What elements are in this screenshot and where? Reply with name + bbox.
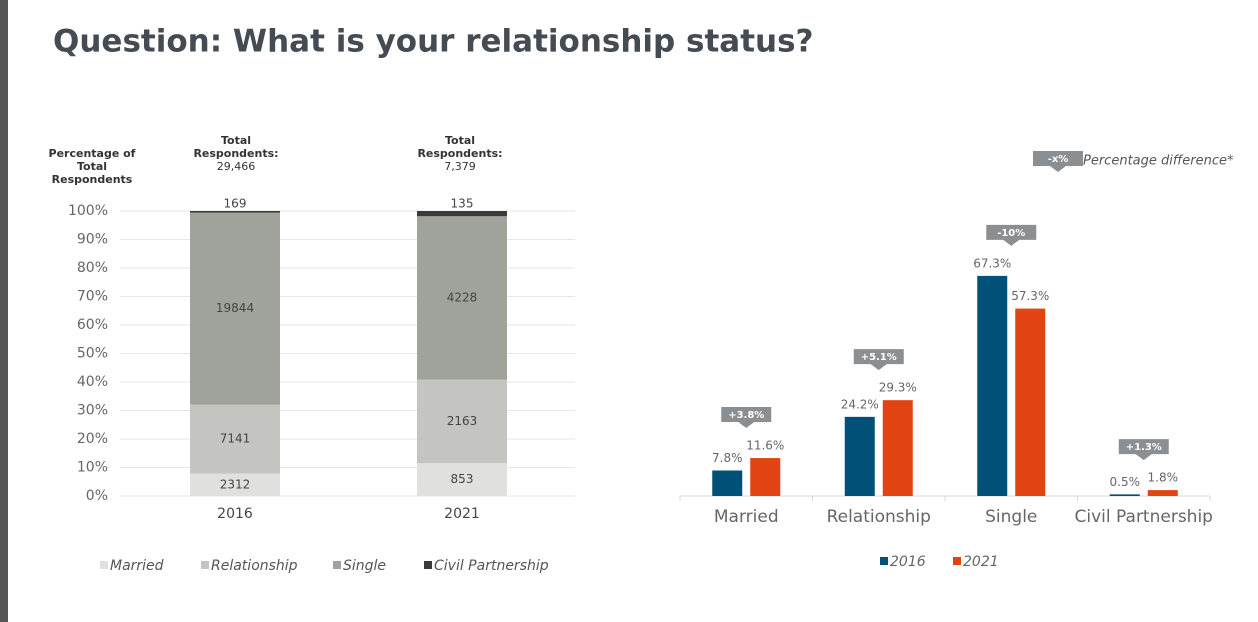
bar-segment	[190, 212, 280, 405]
total-value: 29,466	[216, 160, 256, 173]
bar	[712, 470, 743, 496]
y-tick-label: 0%	[86, 488, 108, 504]
edge-strip	[0, 0, 8, 622]
total-value: 7,379	[444, 160, 476, 173]
segment-label: 19844	[216, 301, 254, 315]
bar	[1109, 494, 1140, 496]
legend-label: 2021	[963, 554, 999, 570]
value-label: 57.3%	[1011, 289, 1049, 303]
bar	[750, 458, 781, 496]
difference-badge	[721, 407, 772, 429]
legend-swatch	[100, 561, 108, 569]
difference-label: +5.1%	[861, 352, 897, 363]
value-label: 24.2%	[841, 397, 879, 411]
legend-label: Married	[110, 558, 164, 574]
x-tick-label: 2021	[444, 506, 480, 522]
legend-swatch	[953, 557, 961, 565]
bar-segment	[417, 216, 507, 380]
legend-label: Relationship	[211, 558, 298, 574]
total-header: Total Respondents: 7,379	[410, 134, 510, 173]
y-tick-label: 80%	[77, 260, 108, 276]
segment-label: 853	[451, 472, 474, 486]
difference-badge	[853, 349, 904, 371]
x-tick-label: Relationship	[827, 507, 931, 527]
legend-label: Civil Partnership	[434, 558, 549, 574]
x-tick-label: Civil Partnership	[1075, 507, 1213, 527]
bar-segment	[417, 211, 507, 217]
x-tick-label: 2016	[217, 506, 253, 522]
bar	[1015, 308, 1046, 496]
bar-segment	[417, 379, 507, 464]
y-axis-label: Percentage of Total Respondents	[48, 147, 136, 186]
y-tick-label: 100%	[68, 203, 108, 219]
bar-segment	[190, 404, 280, 474]
difference-badge	[1033, 151, 1083, 172]
difference-label: -10%	[997, 228, 1025, 239]
bar-segment	[190, 473, 280, 496]
bar-segment	[417, 463, 507, 496]
bar	[882, 400, 913, 496]
y-tick-label: 30%	[77, 403, 108, 419]
x-tick-label: Single	[985, 507, 1037, 527]
bar-segment	[190, 211, 280, 213]
value-label: 67.3%	[973, 256, 1011, 270]
y-tick-label: 90%	[77, 232, 108, 248]
difference-label: +1.3%	[1126, 442, 1162, 453]
bar	[1147, 490, 1178, 496]
y-tick-label: 40%	[77, 374, 108, 390]
total-label: Total Respondents:	[417, 134, 503, 160]
bar	[844, 416, 875, 496]
legend-swatch	[424, 561, 432, 569]
legend-label: 2016	[890, 554, 926, 570]
legend-label: Single	[343, 558, 386, 574]
value-label: 0.5%	[1110, 475, 1141, 489]
legend-swatch	[880, 557, 888, 565]
segment-label: 2312	[220, 477, 251, 491]
value-label: 11.6%	[746, 439, 784, 453]
value-label: 1.8%	[1148, 471, 1179, 485]
value-label: 7.8%	[712, 451, 743, 465]
legend-swatch	[201, 561, 209, 569]
x-tick-label: Married	[714, 507, 779, 527]
difference-badge	[1118, 439, 1169, 461]
y-tick-label: 10%	[77, 460, 108, 476]
slide-title: Question: What is your relationship stat…	[53, 24, 814, 60]
difference-legend-symbol: -x%	[1048, 154, 1069, 165]
y-tick-label: 70%	[77, 289, 108, 305]
segment-label: 4228	[447, 290, 478, 304]
y-tick-label: 60%	[77, 317, 108, 333]
value-label: 29.3%	[879, 381, 917, 395]
segment-label: 135	[451, 197, 474, 211]
segment-label: 169	[224, 197, 247, 211]
bar	[977, 275, 1008, 496]
y-tick-label: 20%	[77, 431, 108, 447]
difference-badge	[986, 224, 1037, 246]
total-header: Total Respondents: 29,466	[186, 134, 286, 173]
segment-label: 2163	[447, 414, 478, 428]
y-tick-label: 50%	[77, 346, 108, 362]
difference-label: +3.8%	[728, 410, 764, 421]
difference-legend-label: Percentage difference*	[1083, 154, 1234, 169]
segment-label: 7141	[220, 432, 251, 446]
total-label: Total Respondents:	[193, 134, 279, 160]
legend-swatch	[333, 561, 341, 569]
